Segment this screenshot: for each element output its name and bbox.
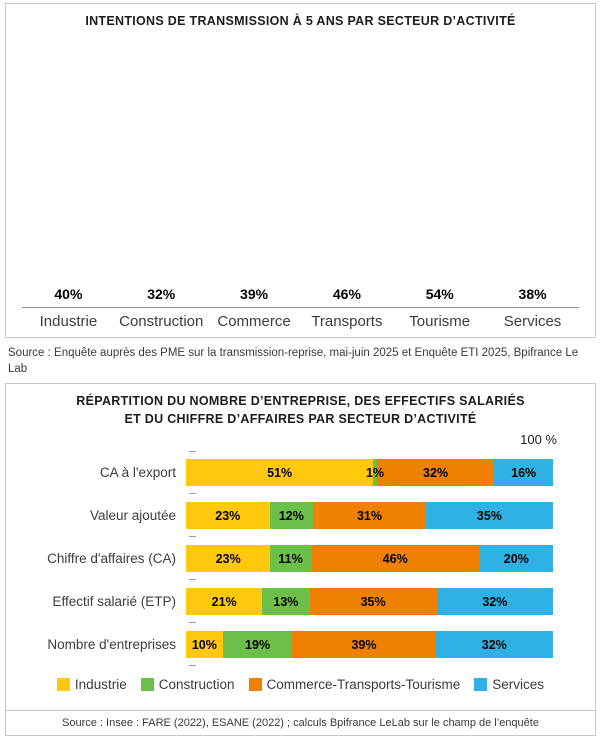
segment-value-label: 20% [503, 551, 529, 566]
repartition-rows: CA à l'export 51% 1% 32% 16% Valeur ajoutée 23… [18, 451, 553, 667]
segment-services: 20% [479, 545, 553, 573]
transmission-x-labels: Industrie Construction Commerce Transports T… [22, 313, 579, 330]
legend: Industrie Construction Commerce-Transports… [6, 677, 595, 692]
legend-swatch [140, 678, 154, 692]
segment-value-label: 21% [211, 594, 237, 609]
segment-value-label: 13% [273, 594, 299, 609]
bar-value-label: 38% [518, 285, 547, 302]
bar-value-label: 32% [147, 285, 176, 302]
stacked-row: Effectif salarié (ETP) 21% 13% 35% 32% [18, 580, 553, 624]
segment-commerce-transports-tourisme: 35% [309, 588, 437, 616]
x-axis-label: Construction [119, 312, 204, 330]
stacked-bar: 23% 11% 46% 20% [186, 545, 553, 573]
segment-industrie: 51% [186, 459, 374, 487]
stacked-row: CA à l'export 51% 1% 32% 16% [18, 451, 553, 495]
legend-item: Industrie [56, 677, 127, 693]
segment-industrie: 23% [186, 545, 271, 573]
segment-value-label: 31% [356, 508, 383, 523]
transmission-chart-title: INTENTIONS DE TRANSMISSION À 5 ANS PAR S… [85, 14, 516, 28]
segment-services: 35% [425, 502, 553, 530]
segment-value-label: 39% [351, 637, 377, 652]
bar-value-label: 40% [54, 285, 83, 302]
segment-commerce-transports-tourisme: 32% [376, 459, 495, 487]
stacked-row: Nombre d'entreprises 10% 19% 39% 32% [18, 623, 553, 667]
segment-value-label: 23% [215, 551, 241, 566]
row-label: Nombre d'entreprises [47, 637, 176, 653]
segment-value-label: 32% [423, 465, 449, 480]
segment-services: 32% [436, 588, 553, 616]
segment-value-label: 23% [215, 508, 241, 523]
row-label: Effectif salarié (ETP) [52, 594, 176, 610]
segment-industrie: 10% [186, 631, 223, 659]
segment-construction: 19% [222, 631, 293, 659]
segment-commerce-transports-tourisme: 46% [310, 545, 480, 573]
bar-value-label: 54% [425, 285, 454, 302]
legend-label: Commerce-Transports-Tourisme [266, 677, 461, 693]
segment-services: 16% [494, 459, 553, 487]
segment-commerce-transports-tourisme: 31% [313, 502, 426, 530]
segment-value-label: 12% [278, 508, 304, 523]
row-label: Chiffre d'affaires (CA) [47, 551, 176, 567]
segment-services: 32% [435, 631, 553, 659]
repartition-source: Source : Insee : FARE (2022), ESANE (202… [6, 710, 595, 735]
legend-label: Industrie [74, 677, 127, 693]
legend-swatch [56, 678, 70, 692]
x-axis-label: Industrie [39, 312, 98, 330]
transmission-chart-panel: INTENTIONS DE TRANSMISSION À 5 ANS PAR S… [5, 3, 596, 338]
segment-commerce-transports-tourisme: 39% [292, 631, 436, 659]
legend-item: Commerce-Transports-Tourisme [248, 677, 461, 693]
x-axis-label: Transports [311, 312, 383, 330]
bar-value-label: 39% [240, 285, 269, 302]
stacked-bar: 51% 1% 32% 16% [186, 459, 553, 487]
stacked-bar: 21% 13% 35% 32% [186, 588, 553, 616]
legend-swatch [474, 678, 488, 692]
segment-value-label: 46% [382, 551, 408, 566]
segment-value-label: 1% [365, 465, 385, 480]
segment-industrie: 23% [186, 502, 270, 530]
bar-column: 32% [115, 286, 207, 307]
transmission-source: Source : Enquête auprès des PME sur la t… [8, 347, 579, 376]
bar-column: 46% [301, 286, 393, 307]
segment-value-label: 35% [476, 508, 502, 523]
bar-column: 38% [487, 286, 579, 307]
bar-value-label: 46% [332, 285, 361, 302]
row-label: Valeur ajoutée [89, 508, 176, 524]
repartition-chart-panel: RÉPARTITION DU NOMBRE D’ENTREPRISE, DES … [5, 383, 596, 737]
segment-construction: 1% [366, 459, 384, 487]
stacked-bar: 10% 19% 39% 32% [186, 631, 553, 659]
legend-swatch [248, 678, 262, 692]
segment-value-label: 10% [191, 637, 217, 652]
x-axis-label: Tourisme [409, 312, 471, 330]
segment-value-label: 19% [245, 637, 271, 652]
stacked-bar: 23% 12% 31% 35% [186, 502, 553, 530]
bar-column: 40% [22, 286, 114, 307]
row-label: CA à l'export [99, 465, 176, 481]
stacked-row: Chiffre d'affaires (CA) 23% 11% 46% 20% [18, 537, 553, 581]
legend-item: Construction [140, 677, 235, 693]
segment-value-label: 51% [267, 465, 293, 480]
axis-max-label: 100 % [520, 432, 557, 448]
segment-value-label: 32% [482, 594, 508, 609]
segment-value-label: 11% [278, 551, 303, 566]
transmission-plot: 40% 32% 39% 46% 54% 38% [22, 31, 579, 308]
legend-label: Construction [158, 677, 235, 693]
legend-item: Services [474, 677, 544, 692]
segment-construction: 11% [270, 545, 311, 573]
x-axis-label: Commerce [217, 312, 291, 330]
segment-value-label: 35% [360, 594, 386, 609]
segment-construction: 12% [269, 502, 314, 530]
segment-industrie: 21% [186, 588, 263, 616]
legend-label: Services [492, 677, 545, 693]
x-axis-label: Services [503, 312, 562, 330]
bar-column: 54% [394, 286, 486, 307]
segment-value-label: 32% [481, 637, 507, 652]
segment-value-label: 16% [511, 465, 537, 480]
segment-construction: 13% [262, 588, 310, 616]
bar-column: 39% [208, 286, 300, 307]
stacked-row: Valeur ajoutée 23% 12% 31% 35% [18, 494, 553, 538]
repartition-chart-title: RÉPARTITION DU NOMBRE D’ENTREPRISE, DES … [76, 394, 525, 426]
